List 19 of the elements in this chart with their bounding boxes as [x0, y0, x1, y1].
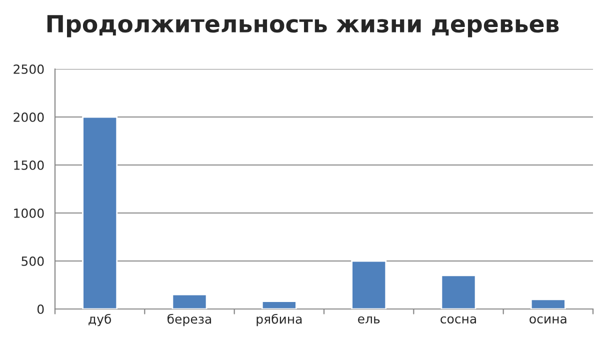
x-tick-label: дуб [88, 314, 112, 326]
y-tick-label: 500 [22, 256, 44, 266]
bar [82, 116, 118, 309]
y-tick-label: 1500 [14, 160, 44, 170]
x-tick-label: осина [530, 316, 566, 324]
bar [530, 298, 566, 309]
bar [172, 294, 208, 309]
x-tick-label: сосна [440, 316, 476, 324]
chart-title: Продолжительность жизни деревьев [47, 15, 559, 38]
bar [261, 300, 297, 309]
bar [351, 260, 387, 309]
x-tick-label: рябина [256, 314, 302, 326]
y-tick-label: 1000 [14, 208, 44, 218]
x-tick-label: ель [358, 316, 380, 324]
y-tick-label: 2500 [14, 64, 44, 74]
bar [440, 274, 476, 309]
y-tick-label: 2000 [14, 112, 44, 122]
y-tick-label: 0 [37, 304, 44, 314]
x-tick-label: береза [168, 314, 212, 326]
